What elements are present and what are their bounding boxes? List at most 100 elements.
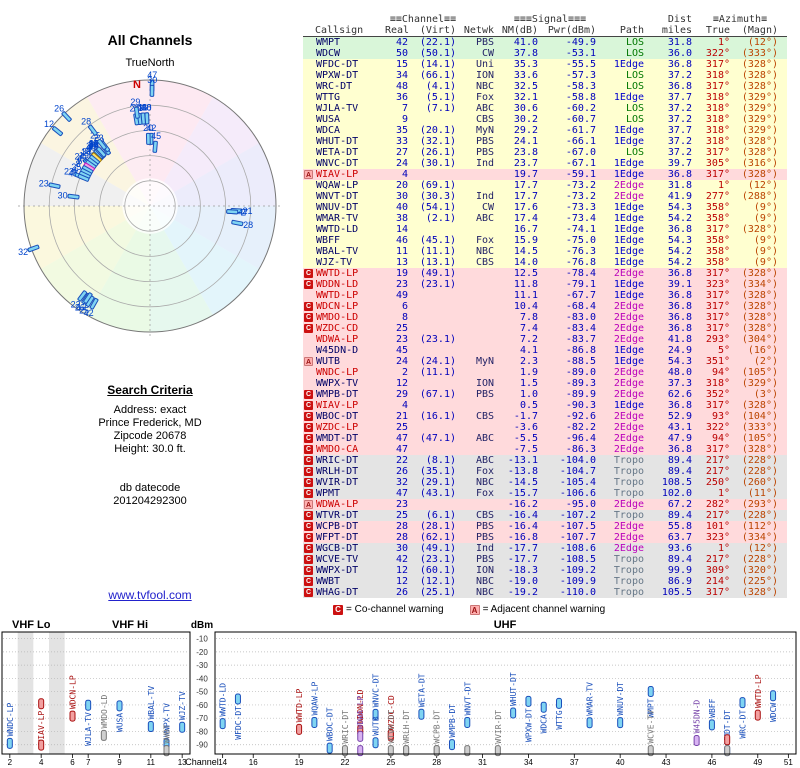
radar-channel-label: 19 [79, 150, 89, 160]
cell-pwr-dbm: -88.5 [565, 356, 596, 367]
callsign-link[interactable]: WDDN-LD [316, 279, 359, 290]
callsign-link[interactable]: WETA-DT [316, 147, 359, 158]
callsign-link[interactable]: WPMT [316, 488, 341, 499]
station-marker [372, 708, 379, 720]
callsign-link[interactable]: WMPB-DT [316, 389, 359, 400]
station-marker [234, 693, 241, 705]
callsign-link[interactable]: WQAW-LP [316, 180, 359, 191]
callsign-link[interactable]: WNVC-DT [316, 158, 359, 169]
cell-nm-db: 17.6 [513, 202, 538, 213]
station-label: WETA-DT [417, 673, 426, 707]
callsign-link[interactable]: WDCW [316, 48, 341, 59]
search-criteria-line: Prince Frederick, MD [98, 417, 202, 429]
callsign-link[interactable]: WDWA-LP [316, 334, 359, 345]
cell-nm-db: -1.7 [513, 411, 538, 422]
radar-channel-label: 14 [81, 148, 91, 158]
callsign-link[interactable]: WNVT-DT [316, 191, 359, 202]
warning-cell: C [303, 466, 315, 477]
column-header-real: Real [385, 25, 410, 36]
cell-network [461, 312, 499, 323]
cell-virtual-channel: (66.1) [419, 70, 456, 81]
channel-tick-label: 6 [70, 758, 75, 767]
callsign-link[interactable]: WWPX-DT [316, 565, 359, 576]
callsign-link[interactable]: WIAV-LP [316, 400, 359, 411]
cell-path: 2Edge [613, 301, 644, 312]
callsign-link[interactable]: WMDO-LD [316, 312, 359, 323]
station-label: WNUV-DT [616, 682, 625, 716]
callsign-link[interactable]: WBAL-TV [316, 246, 359, 257]
table-row: C WMPB-DT 29 (67.1) PBS 1.0 -89.9 2Edge 62.6 352°… [303, 389, 787, 400]
callsign-link[interactable]: WGCB-DT [316, 543, 359, 554]
table-row: C WVIR-DT 32 (29.1) NBC -14.5 -105.4 Tropo 108.5… [303, 477, 787, 488]
callsign-link[interactable]: WHAG-DT [316, 587, 359, 598]
callsign-link[interactable]: WRC-DT [316, 81, 353, 92]
cell-real-channel: 29 [395, 389, 408, 400]
cell-nm-db: 7.2 [519, 334, 538, 345]
cell-network: PBS [475, 136, 494, 147]
callsign-link[interactable]: WWTD-LP [316, 268, 359, 279]
callsign-link[interactable]: WNDC-LP [316, 367, 359, 378]
cell-path: 2Edge [613, 312, 644, 323]
cell-virtual-channel: (50.1) [419, 48, 456, 59]
callsign-link[interactable]: WFDC-DT [316, 59, 359, 70]
cell-dist-miles: 41.8 [667, 334, 692, 345]
datecode-value: 201204292300 [113, 495, 187, 507]
callsign-link[interactable]: WJLA-TV [316, 103, 359, 114]
cell-dist-miles: 36.8 [667, 224, 692, 235]
cell-real-channel: 4 [401, 400, 408, 411]
callsign-link[interactable]: WUTB [316, 356, 341, 367]
callsign-link[interactable]: WWTD-LD [316, 224, 359, 235]
callsign-link[interactable]: WMDO-CA [316, 444, 359, 455]
callsign-link[interactable]: WNUV-DT [316, 202, 359, 213]
cell-virtual-channel: (23.1) [419, 334, 456, 345]
callsign-link[interactable]: WWBT [316, 576, 341, 587]
cell-virtual-channel [413, 301, 461, 312]
cell-azimuth-magn: (320°) [741, 565, 778, 576]
callsign-link[interactable]: WTVR-DT [316, 510, 359, 521]
callsign-link[interactable]: WRIC-DT [316, 455, 359, 466]
callsign-link[interactable]: WMPT [316, 37, 341, 48]
cell-azimuth-true: 293° [705, 334, 730, 345]
callsign-link[interactable]: WFPT-DT [316, 532, 359, 543]
tvfool-link[interactable]: www.tvfool.com [108, 588, 192, 602]
radar-channel-label: 38 [142, 102, 152, 112]
callsign-link[interactable]: WDCA [316, 125, 341, 136]
callsign-link[interactable]: W45DN-D [316, 345, 359, 356]
callsign-link[interactable]: WMDT-DT [316, 433, 359, 444]
callsign-link[interactable]: WDWA-LP [316, 499, 359, 510]
cell-azimuth-magn: (329°) [741, 103, 778, 114]
station-label: WTVR-DT [387, 710, 396, 744]
cell-real-channel: 26 [395, 466, 408, 477]
table-row: WNVT-DT 30 (30.3) Ind 17.7 -73.2 2Edge 41.9 277°… [303, 191, 787, 202]
station-marker [724, 745, 731, 757]
callsign-link[interactable]: WHUT-DT [316, 136, 359, 147]
search-criteria-line: Height: 30.0 ft. [114, 443, 186, 455]
callsign-link[interactable]: WIAV-LP [316, 169, 359, 180]
table-row: WRC-DT 48 (4.1) NBC 32.5 -58.3 LOS 36.8 317° (328… [303, 81, 787, 92]
callsign-link[interactable]: WBOC-DT [316, 411, 359, 422]
callsign-link[interactable]: WCVE-TV [316, 554, 359, 565]
callsign-link[interactable]: WVIR-DT [316, 477, 359, 488]
uhf-label: UHF [494, 619, 517, 631]
table-row: C WGCB-DT 30 (49.1) Ind -17.7 -108.6 2Edge 93.6 1… [303, 543, 787, 554]
radar-channel-label: 35 [86, 141, 96, 151]
callsign-link[interactable]: WWTD-LP [316, 290, 359, 301]
callsign-link[interactable]: WZDC-CD [316, 323, 359, 334]
cell-dist-miles: 36.8 [667, 312, 692, 323]
cell-virtual-channel: (2.1) [425, 213, 456, 224]
callsign-link[interactable]: WJZ-TV [316, 257, 353, 268]
cell-real-channel: 26 [395, 587, 408, 598]
callsign-link[interactable]: WCPB-DT [316, 521, 359, 532]
callsign-link[interactable]: WDCN-LP [316, 301, 359, 312]
callsign-link[interactable]: WRLH-DT [316, 466, 359, 477]
callsign-link[interactable]: WUSA [316, 114, 341, 125]
warning-cell [303, 202, 315, 213]
warning-cell [303, 70, 315, 81]
callsign-link[interactable]: WBFF [316, 235, 341, 246]
callsign-link[interactable]: WWPX-TV [316, 378, 359, 389]
cell-dist-miles: 31.8 [667, 37, 692, 48]
callsign-link[interactable]: WPXW-DT [316, 70, 359, 81]
callsign-link[interactable]: WMAR-TV [316, 213, 359, 224]
callsign-link[interactable]: WTTG [316, 92, 341, 103]
callsign-link[interactable]: WZDC-LP [316, 422, 359, 433]
